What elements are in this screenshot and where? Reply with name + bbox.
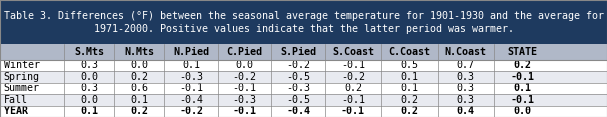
Text: C.Pied: C.Pied xyxy=(226,47,263,57)
Text: 0.3: 0.3 xyxy=(457,72,475,82)
Text: 0.3: 0.3 xyxy=(457,83,475,93)
Text: -0.1: -0.1 xyxy=(232,83,257,93)
Text: Spring: Spring xyxy=(4,72,39,82)
Text: 0.0: 0.0 xyxy=(131,60,148,70)
Text: -0.1: -0.1 xyxy=(341,106,365,116)
Text: N.Pied: N.Pied xyxy=(173,47,209,57)
Text: 0.2: 0.2 xyxy=(401,95,418,105)
Text: Summer: Summer xyxy=(4,83,39,93)
Text: 0.2: 0.2 xyxy=(131,106,148,116)
Text: 0.0: 0.0 xyxy=(80,95,98,105)
Text: 0.3: 0.3 xyxy=(80,83,98,93)
Text: -0.5: -0.5 xyxy=(286,95,310,105)
Text: YEAR: YEAR xyxy=(4,106,28,116)
Bar xyxy=(0,106,607,117)
Text: 0.6: 0.6 xyxy=(131,83,148,93)
Text: N.Coast: N.Coast xyxy=(445,47,487,57)
Text: -0.3: -0.3 xyxy=(286,83,310,93)
Bar xyxy=(0,0,607,44)
Text: C.Coast: C.Coast xyxy=(388,47,430,57)
Text: S.Coast: S.Coast xyxy=(332,47,374,57)
Text: -0.3: -0.3 xyxy=(232,95,257,105)
Text: -0.2: -0.2 xyxy=(341,72,365,82)
Text: -0.4: -0.4 xyxy=(179,95,203,105)
Text: -0.2: -0.2 xyxy=(286,60,310,70)
Bar xyxy=(0,60,607,71)
Text: -0.4: -0.4 xyxy=(286,106,310,116)
Text: -0.2: -0.2 xyxy=(232,72,257,82)
Text: -0.2: -0.2 xyxy=(179,106,203,116)
Text: 0.0: 0.0 xyxy=(80,72,98,82)
Bar xyxy=(0,83,607,94)
Text: 0.0: 0.0 xyxy=(513,106,531,116)
Text: 0.2: 0.2 xyxy=(131,72,148,82)
Text: 0.3: 0.3 xyxy=(457,95,475,105)
Text: 0.1: 0.1 xyxy=(131,95,148,105)
Text: -0.3: -0.3 xyxy=(179,72,203,82)
Text: 0.1: 0.1 xyxy=(401,72,418,82)
Bar xyxy=(0,94,607,106)
Text: N.Mts: N.Mts xyxy=(124,47,154,57)
Text: -0.5: -0.5 xyxy=(286,72,310,82)
Text: -0.1: -0.1 xyxy=(179,83,203,93)
Text: 0.3: 0.3 xyxy=(80,60,98,70)
Text: 0.0: 0.0 xyxy=(236,60,254,70)
Text: 0.7: 0.7 xyxy=(457,60,475,70)
Text: -0.1: -0.1 xyxy=(510,95,534,105)
Text: 0.1: 0.1 xyxy=(80,106,98,116)
Text: Table 3. Differences (°F) between the seasonal average temperature for 1901-1930: Table 3. Differences (°F) between the se… xyxy=(4,11,603,34)
Text: S.Mts: S.Mts xyxy=(74,47,104,57)
Text: 0.2: 0.2 xyxy=(401,106,418,116)
Text: S.Pied: S.Pied xyxy=(280,47,316,57)
Text: -0.1: -0.1 xyxy=(341,95,365,105)
Text: -0.1: -0.1 xyxy=(232,106,257,116)
Text: 0.4: 0.4 xyxy=(457,106,475,116)
Text: 0.2: 0.2 xyxy=(344,83,362,93)
Text: 0.1: 0.1 xyxy=(401,83,418,93)
Text: -0.1: -0.1 xyxy=(510,72,534,82)
Text: Fall: Fall xyxy=(4,95,28,105)
Bar xyxy=(0,71,607,83)
Text: -0.1: -0.1 xyxy=(341,60,365,70)
Text: STATE: STATE xyxy=(507,47,537,57)
Text: Winter: Winter xyxy=(4,60,39,70)
Text: 0.2: 0.2 xyxy=(513,60,531,70)
Bar xyxy=(0,44,607,60)
Text: 0.1: 0.1 xyxy=(182,60,200,70)
Text: 0.5: 0.5 xyxy=(401,60,418,70)
Text: 0.1: 0.1 xyxy=(513,83,531,93)
